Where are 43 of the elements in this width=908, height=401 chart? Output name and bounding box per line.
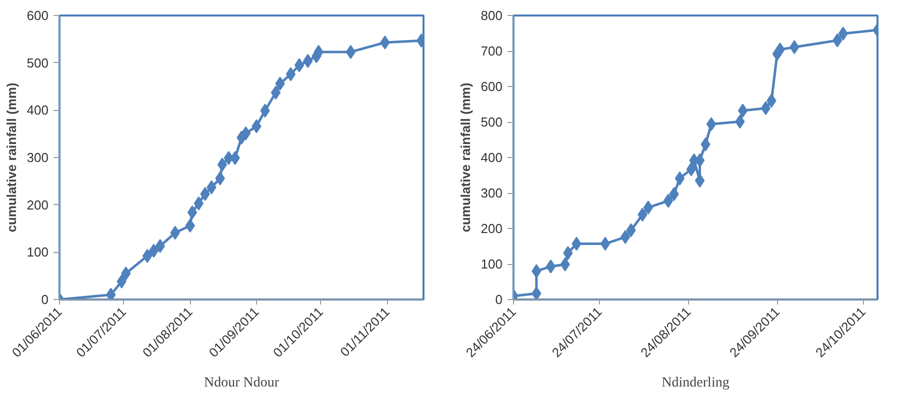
y-tick-label: 0 (41, 292, 49, 307)
y-tick-label: 400 (26, 102, 49, 118)
point (620, 230, 630, 244)
point (600, 236, 610, 251)
point (270, 86, 281, 100)
point (546, 259, 556, 274)
y-tick-label: 500 (480, 114, 503, 130)
y-tick-label: 800 (480, 8, 503, 23)
y-tick-label: 500 (26, 55, 49, 70)
point (286, 67, 296, 82)
y-axis-title: cumulative rainfall (mm) (458, 82, 473, 232)
y-tick-label: 0 (495, 292, 503, 307)
point (106, 288, 116, 300)
text: Ndinderling (662, 376, 730, 390)
point (217, 158, 228, 172)
y-tick-label: 100 (480, 256, 503, 272)
point (760, 101, 771, 116)
point (674, 171, 685, 186)
y-tick-label: 400 (480, 150, 503, 165)
point (294, 58, 304, 72)
y-tick-label: 200 (480, 221, 503, 236)
y-tick-label: 300 (480, 186, 503, 200)
point (346, 44, 356, 59)
y-tick-label: 600 (26, 8, 49, 23)
point (194, 196, 204, 210)
point (694, 174, 705, 188)
point (663, 194, 674, 208)
y-tick-label: 200 (26, 197, 49, 212)
point (148, 244, 159, 258)
point (142, 248, 152, 263)
y-axis-title: cumulative rainfall (mm) (4, 82, 19, 232)
point (532, 286, 542, 300)
text: Ndour Ndour (204, 376, 280, 390)
y-tick-label: 700 (480, 44, 503, 58)
y-tick-label: 100 (26, 244, 49, 260)
point (643, 200, 654, 215)
point (240, 126, 251, 140)
y-tick-label: 600 (480, 79, 503, 94)
point (187, 205, 198, 220)
point (706, 117, 716, 132)
point (738, 104, 748, 118)
point (686, 162, 696, 176)
y-tick-label: 300 (26, 150, 49, 165)
